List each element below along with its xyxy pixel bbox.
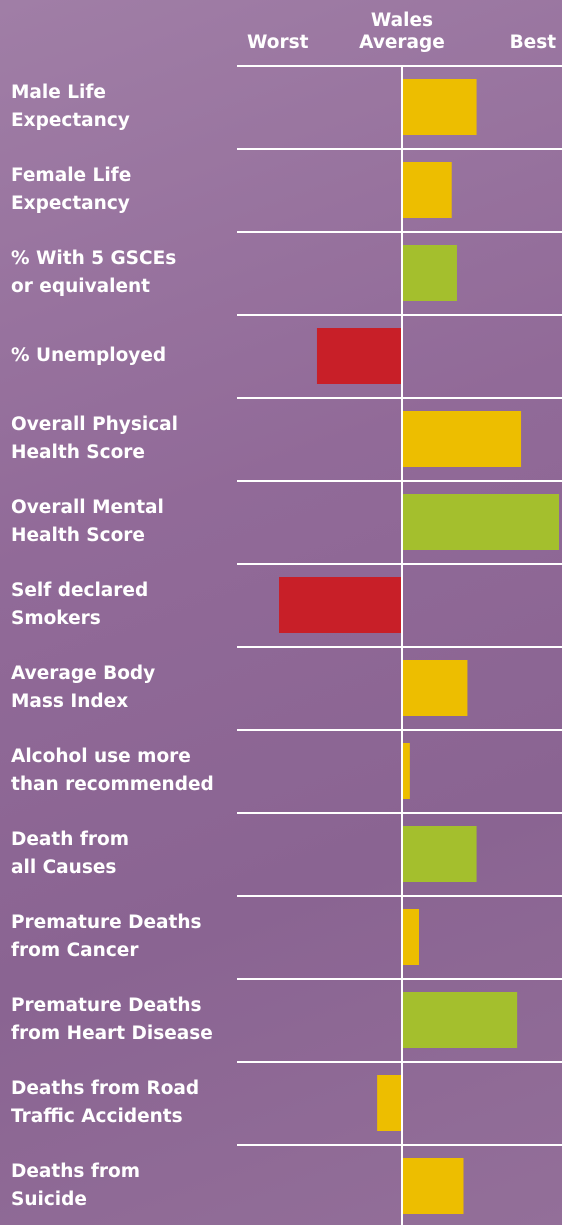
bar xyxy=(403,1158,463,1214)
bar xyxy=(279,577,401,633)
category-label: Overall Physical Health Score xyxy=(11,411,178,467)
category-label: Overall Mental Health Score xyxy=(11,494,164,550)
category-label: % Unemployed xyxy=(11,342,166,370)
bar xyxy=(377,1075,401,1131)
bar xyxy=(403,660,467,716)
category-label: Self declared Smokers xyxy=(11,577,148,633)
bar xyxy=(403,494,559,550)
category-label: Premature Deaths from Cancer xyxy=(11,909,202,965)
category-label: % With 5 GSCEs or equivalent xyxy=(11,245,176,301)
bar xyxy=(403,245,457,301)
bar xyxy=(403,411,521,467)
bar xyxy=(403,826,477,882)
category-label: Average Body Mass Index xyxy=(11,660,155,716)
category-label: Death from all Causes xyxy=(11,826,129,882)
category-label: Deaths from Suicide xyxy=(11,1158,140,1214)
bar xyxy=(403,743,410,799)
x-tick-label: Worst xyxy=(247,32,308,54)
page: (() => { const data = JSON.parse(documen… xyxy=(0,0,562,1225)
bar xyxy=(403,909,419,965)
category-label: Premature Deaths from Heart Disease xyxy=(11,992,213,1048)
bar xyxy=(403,79,477,135)
bar xyxy=(403,162,452,218)
category-label: Alcohol use more than recommended xyxy=(11,743,214,799)
category-label: Female Life Expectancy xyxy=(11,162,131,218)
x-tick-label: Wales Average xyxy=(359,10,445,54)
bar xyxy=(403,992,517,1048)
x-tick-label: Best xyxy=(510,32,557,54)
category-label: Deaths from Road Traffic Accidents xyxy=(11,1075,199,1131)
bar xyxy=(317,328,401,384)
category-label: Male Life Expectancy xyxy=(11,79,130,135)
